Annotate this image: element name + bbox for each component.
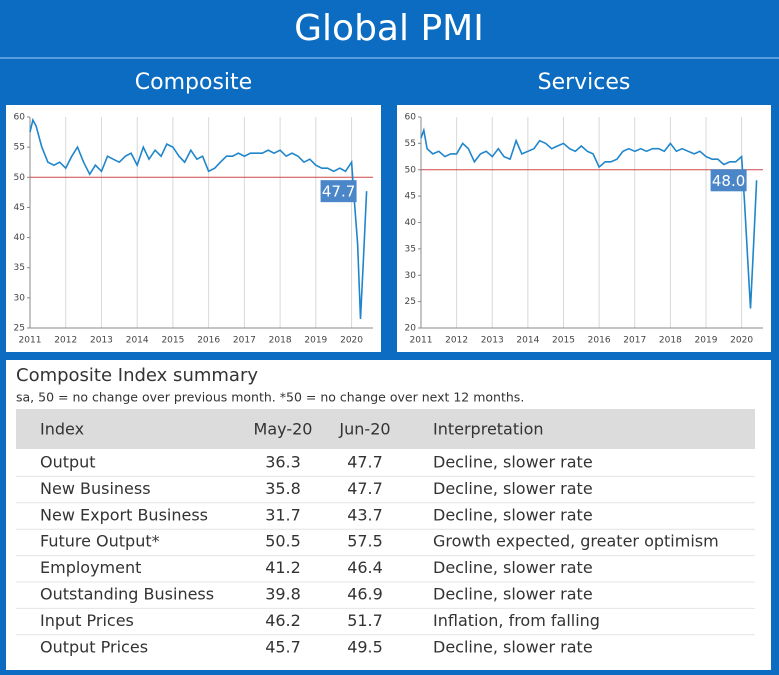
- table-cell: 49.5: [347, 637, 383, 656]
- table-cell: 41.2: [265, 558, 301, 577]
- table-cell: 46.4: [347, 558, 383, 577]
- y-tick-label: 50: [405, 165, 417, 175]
- x-tick-label: 2013: [90, 336, 113, 346]
- table-header-cell: Jun-20: [338, 420, 390, 439]
- table-note: sa, 50 = no change over previous month. …: [16, 390, 524, 405]
- y-tick-label: 30: [405, 271, 417, 281]
- table-cell: 36.3: [265, 453, 301, 472]
- y-tick-label: 60: [14, 113, 26, 123]
- x-tick-label: 2016: [197, 336, 220, 346]
- y-tick-label: 55: [14, 143, 25, 153]
- table-cell: 31.7: [265, 505, 301, 524]
- data-line: [420, 127, 758, 309]
- x-tick-label: 2020: [340, 336, 363, 346]
- table-cell: Growth expected, greater optimism: [433, 532, 719, 551]
- y-tick-label: 35: [14, 263, 25, 273]
- x-tick-label: 2015: [161, 336, 184, 346]
- x-tick-label: 2011: [410, 336, 433, 346]
- table-cell: 47.7: [347, 453, 383, 472]
- chart-panel: [6, 105, 381, 352]
- annotation-label: 47.7: [322, 183, 355, 201]
- y-tick-label: 35: [405, 244, 416, 254]
- x-tick-label: 2018: [659, 336, 682, 346]
- x-tick-label: 2019: [304, 336, 327, 346]
- table-cell: 50.5: [265, 532, 301, 551]
- x-tick-label: 2016: [588, 336, 611, 346]
- table-cell: 39.8: [265, 585, 301, 604]
- table-header-cell: Index: [40, 420, 84, 439]
- y-tick-label: 40: [405, 218, 417, 228]
- table-header-cell: Interpretation: [433, 420, 544, 439]
- table-cell: 46.2: [265, 611, 301, 630]
- table-cell: Decline, slower rate: [433, 585, 593, 604]
- annotation-box: [710, 169, 747, 192]
- page-title: Global PMI: [294, 8, 484, 49]
- table-cell: New Business: [40, 479, 151, 498]
- chart-title: Composite: [135, 70, 252, 95]
- table-cell: Decline, slower rate: [433, 505, 593, 524]
- table-header-bg: [16, 409, 755, 449]
- table-cell: New Export Business: [40, 505, 208, 524]
- chart-title: Services: [538, 70, 631, 95]
- table-cell: Output Prices: [40, 637, 148, 656]
- y-tick-label: 25: [14, 324, 25, 334]
- y-tick-label: 60: [405, 113, 417, 123]
- table-header-cell: May-20: [254, 420, 313, 439]
- table-cell: 35.8: [265, 479, 301, 498]
- x-tick-label: 2013: [481, 336, 504, 346]
- y-tick-label: 30: [14, 293, 26, 303]
- x-tick-label: 2019: [695, 336, 718, 346]
- table-cell: 45.7: [265, 637, 301, 656]
- table-cell: Decline, slower rate: [433, 479, 593, 498]
- table-cell: Input Prices: [40, 611, 134, 630]
- table-cell: 47.7: [347, 479, 383, 498]
- y-tick-label: 45: [405, 192, 416, 202]
- table-cell: 57.5: [347, 532, 383, 551]
- x-tick-label: 2017: [233, 336, 256, 346]
- x-tick-label: 2018: [269, 336, 292, 346]
- y-tick-label: 55: [405, 139, 416, 149]
- x-tick-label: 2015: [552, 336, 575, 346]
- y-tick-label: 45: [14, 203, 25, 213]
- table-cell: Decline, slower rate: [433, 558, 593, 577]
- x-tick-label: 2014: [516, 336, 539, 346]
- y-tick-label: 40: [14, 233, 26, 243]
- table-cell: Outstanding Business: [40, 585, 214, 604]
- table-cell: Decline, slower rate: [433, 637, 593, 656]
- table-cell: 43.7: [347, 505, 383, 524]
- table-cell: Output: [40, 453, 96, 472]
- x-tick-label: 2020: [730, 336, 753, 346]
- data-line: [29, 117, 368, 320]
- table-cell: Decline, slower rate: [433, 453, 593, 472]
- table-cell: Employment: [40, 558, 141, 577]
- annotation-label: 48.0: [712, 172, 745, 190]
- y-tick-label: 25: [405, 297, 416, 307]
- y-tick-label: 50: [14, 173, 26, 183]
- table-cell: Future Output*: [40, 532, 160, 551]
- table-title: Composite Index summary: [16, 365, 258, 386]
- table-cell: Inflation, from falling: [433, 611, 600, 630]
- x-tick-label: 2012: [445, 336, 468, 346]
- x-tick-label: 2017: [623, 336, 646, 346]
- table-cell: 51.7: [347, 611, 383, 630]
- annotation-box: [320, 180, 357, 203]
- chart-panel: [397, 105, 771, 352]
- table-cell: 46.9: [347, 585, 383, 604]
- x-tick-label: 2011: [19, 336, 42, 346]
- y-tick-label: 20: [405, 324, 417, 334]
- x-tick-label: 2014: [126, 336, 149, 346]
- x-tick-label: 2012: [54, 336, 77, 346]
